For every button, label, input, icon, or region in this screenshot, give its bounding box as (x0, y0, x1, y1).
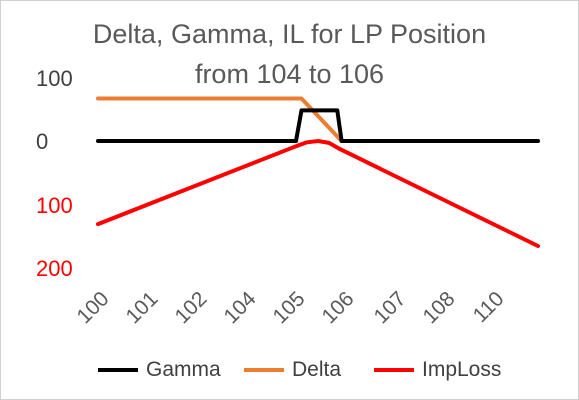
chart-title-line2: from 104 to 106 (194, 59, 385, 89)
y-tick-label: 0 (36, 129, 48, 154)
x-tick-label: 100 (72, 287, 113, 328)
legend-swatch-imploss (374, 368, 414, 372)
legend-label-delta: Delta (292, 358, 342, 381)
legend-item-imploss: ImpLoss (374, 355, 501, 385)
legend-item-delta: Delta (244, 355, 341, 385)
x-tick-label: 107 (369, 287, 410, 328)
x-tick-label: 104 (219, 287, 260, 328)
legend-swatch-delta (244, 368, 284, 372)
y-tick-label: 200 (36, 256, 73, 281)
legend-label-imploss: ImpLoss (422, 358, 502, 381)
x-tick-label: 106 (317, 287, 358, 328)
x-tick-label: 101 (121, 287, 162, 328)
legend-swatch-gamma (98, 368, 138, 372)
legend-item-gamma: Gamma (98, 355, 221, 385)
series-line-delta (96, 96, 540, 143)
series-line-gamma (96, 108, 540, 143)
chart-title-line1: Delta, Gamma, IL for LP Position (92, 19, 487, 49)
x-tick-label: 110 (469, 287, 509, 327)
y-tick-label: 100 (36, 193, 73, 218)
series-line-imploss (96, 139, 540, 248)
x-tick-label: 105 (268, 287, 309, 328)
x-tick-label: 108 (418, 287, 459, 328)
y-tick-label: 100 (36, 66, 73, 91)
x-tick-label: 102 (170, 287, 211, 328)
legend: Gamma Delta ImpLoss (0, 355, 579, 385)
legend-label-gamma: Gamma (146, 358, 221, 381)
